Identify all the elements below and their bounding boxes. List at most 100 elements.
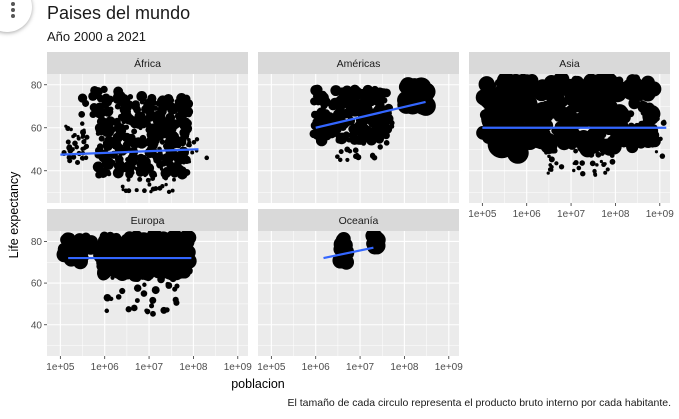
data-point <box>119 112 130 123</box>
data-point <box>174 159 180 165</box>
data-point <box>338 149 344 155</box>
data-point <box>84 134 90 140</box>
data-point <box>573 148 578 154</box>
data-point <box>593 96 601 104</box>
facet-strip-label: Europa <box>131 215 165 227</box>
data-point <box>153 105 159 111</box>
data-point <box>101 161 108 168</box>
data-point <box>645 114 650 119</box>
data-point <box>564 144 569 149</box>
faceted-scatter-chart: África Américas Asia Europa Oceanía 40 60 80 1e… <box>7 52 675 391</box>
data-point <box>653 128 657 132</box>
data-point <box>123 188 129 194</box>
data-point <box>360 140 367 146</box>
facet-strip <box>47 52 248 74</box>
data-point <box>345 157 350 162</box>
data-point <box>120 273 127 280</box>
x-tick-label: 1e+08 <box>601 209 630 220</box>
data-point <box>631 74 641 83</box>
y-tick-label: 60 <box>31 123 43 134</box>
data-point <box>191 140 197 145</box>
data-point <box>129 231 144 245</box>
data-point <box>353 153 359 160</box>
data-point <box>157 275 165 284</box>
data-point <box>588 151 595 158</box>
facet-strip <box>258 209 459 231</box>
data-point <box>558 164 565 170</box>
data-point <box>97 264 107 274</box>
data-point <box>81 157 85 161</box>
data-point <box>154 173 158 178</box>
data-point <box>634 147 638 151</box>
kebab-dot-icon <box>11 14 15 18</box>
data-point <box>579 160 585 166</box>
data-point <box>161 140 165 144</box>
data-point <box>115 294 122 300</box>
data-point <box>508 91 538 121</box>
data-point <box>376 126 383 132</box>
x-axis-title: poblacion <box>231 377 285 391</box>
data-point <box>365 125 372 132</box>
data-point <box>69 127 73 132</box>
data-point <box>102 140 109 146</box>
data-point <box>170 237 184 251</box>
data-point <box>165 151 172 158</box>
data-point <box>123 264 129 271</box>
data-point <box>554 91 565 102</box>
data-point <box>114 103 121 110</box>
data-point <box>525 75 539 89</box>
data-point <box>570 130 575 134</box>
data-point <box>95 171 101 177</box>
data-point <box>548 163 553 167</box>
data-point <box>120 167 125 172</box>
data-point <box>170 136 176 142</box>
data-point <box>179 128 188 137</box>
facet-strip-label: África <box>134 57 161 70</box>
data-point <box>190 150 195 155</box>
data-point <box>540 80 556 96</box>
data-point <box>117 155 123 161</box>
facet-panel: Asia <box>469 52 670 203</box>
more-options-button[interactable] <box>0 0 32 32</box>
data-point <box>164 170 168 174</box>
data-point <box>120 184 125 189</box>
data-point <box>142 282 147 287</box>
data-point <box>102 130 108 136</box>
data-point <box>375 134 380 140</box>
x-tick-label: 1e+09 <box>646 209 675 220</box>
data-point <box>162 143 168 149</box>
data-point <box>335 95 348 107</box>
data-point <box>159 167 164 171</box>
data-point <box>171 259 187 275</box>
data-point <box>152 110 163 121</box>
data-point <box>617 119 626 128</box>
data-point <box>136 90 148 102</box>
data-point <box>627 110 635 118</box>
data-point <box>352 147 359 154</box>
data-point <box>338 157 343 163</box>
data-point <box>371 85 379 94</box>
x-tick-label: 1e+09 <box>224 362 253 373</box>
data-point <box>580 81 592 93</box>
data-point <box>104 99 112 107</box>
data-point <box>128 172 133 176</box>
data-point <box>173 171 178 176</box>
data-point <box>544 150 549 155</box>
data-point <box>537 143 543 149</box>
data-point <box>116 166 121 170</box>
facet-panel: Europa <box>47 209 248 356</box>
chart-title: Paises del mundo <box>47 3 191 23</box>
data-point <box>124 145 130 151</box>
data-point <box>143 158 147 162</box>
data-point <box>654 150 659 154</box>
data-point <box>164 139 169 145</box>
data-point <box>591 141 597 147</box>
data-point <box>126 177 131 182</box>
data-point <box>609 158 616 165</box>
data-point <box>112 236 125 249</box>
data-point <box>601 162 607 168</box>
data-point <box>144 308 151 315</box>
data-point <box>120 124 126 129</box>
chart-subtitle: Año 2000 a 2021 <box>47 29 147 44</box>
data-point <box>125 306 132 313</box>
